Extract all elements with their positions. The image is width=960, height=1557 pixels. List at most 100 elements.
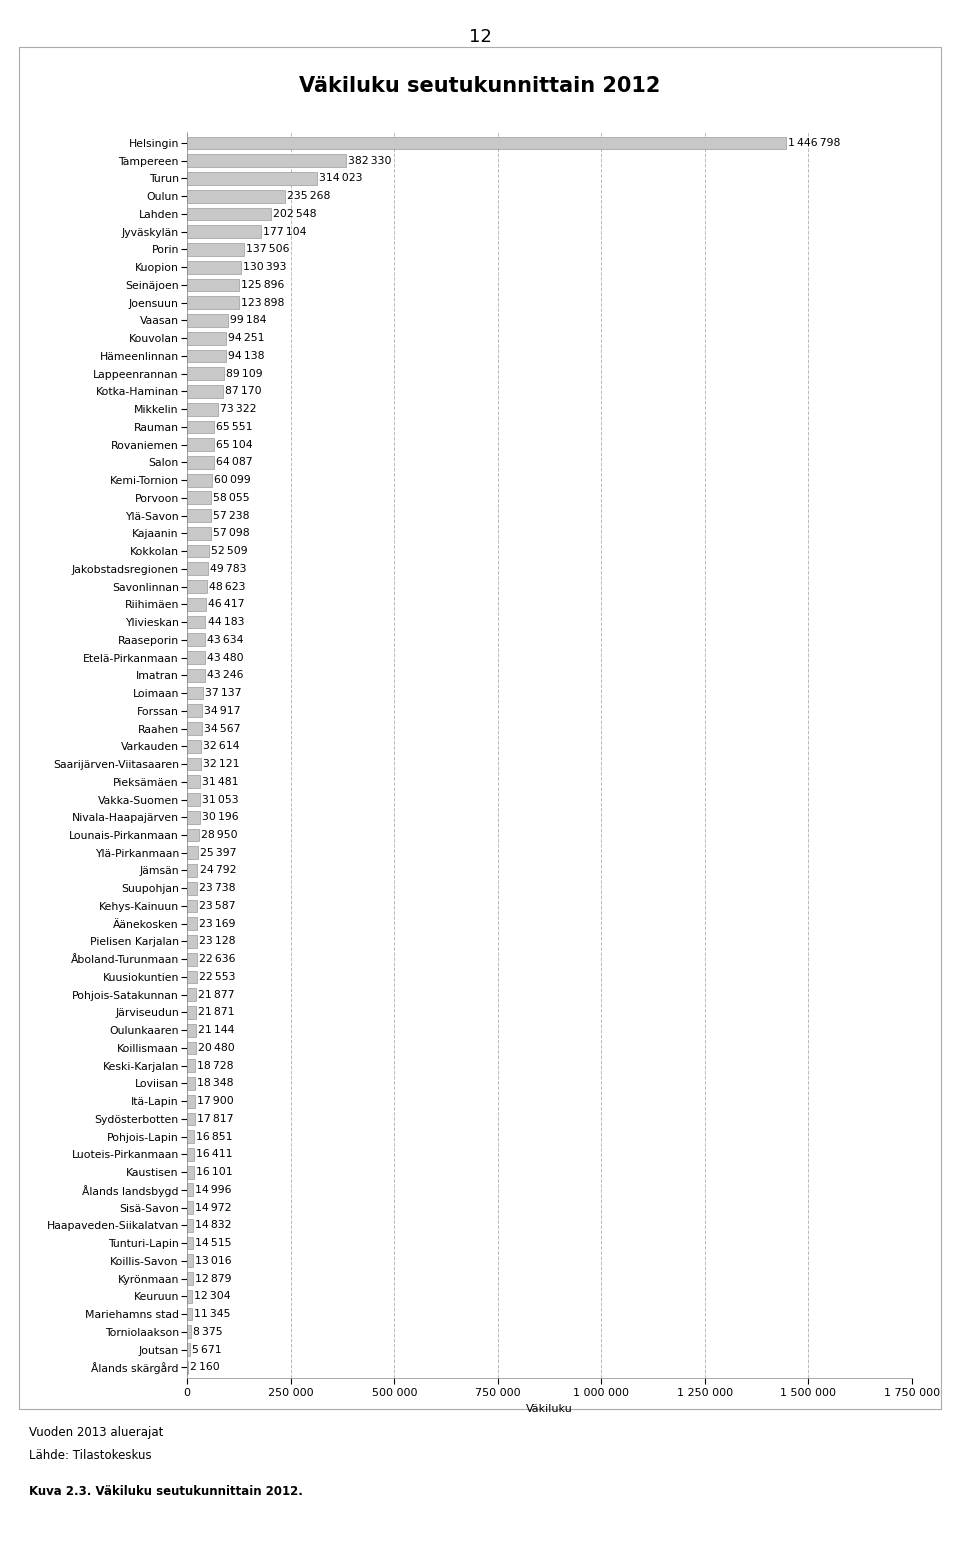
Bar: [187, 881, 197, 895]
Text: 32 121: 32 121: [203, 758, 239, 769]
Bar: [187, 1200, 193, 1214]
Text: 46 417: 46 417: [208, 599, 245, 609]
Bar: [187, 1255, 193, 1267]
Bar: [187, 970, 197, 984]
Text: 99 184: 99 184: [230, 316, 267, 325]
Bar: [187, 989, 196, 1001]
Bar: [187, 1006, 196, 1018]
Bar: [187, 917, 197, 930]
Text: 73 322: 73 322: [220, 405, 256, 414]
Bar: [187, 190, 285, 202]
Text: 123 898: 123 898: [241, 297, 284, 308]
Text: 382 330: 382 330: [348, 156, 391, 165]
Text: 21 877: 21 877: [199, 990, 235, 1000]
Bar: [187, 1025, 196, 1037]
Text: Väkiluku seutukunnittain 2012: Väkiluku seutukunnittain 2012: [300, 76, 660, 95]
Bar: [187, 1344, 189, 1356]
Bar: [187, 1077, 195, 1090]
Text: 52 509: 52 509: [211, 547, 248, 556]
Bar: [187, 758, 201, 771]
Bar: [187, 936, 197, 948]
Text: 5 671: 5 671: [192, 1345, 221, 1355]
Bar: [187, 1113, 195, 1126]
Text: 314 023: 314 023: [320, 173, 363, 184]
Bar: [187, 864, 198, 877]
Text: 30 196: 30 196: [202, 813, 238, 822]
Bar: [187, 207, 271, 221]
Text: 14 515: 14 515: [195, 1238, 231, 1249]
Bar: [187, 1148, 194, 1162]
Text: 31 053: 31 053: [203, 794, 239, 805]
X-axis label: Väkiluku: Väkiluku: [526, 1404, 573, 1414]
Text: 14 972: 14 972: [196, 1202, 232, 1213]
Text: 21 144: 21 144: [198, 1025, 234, 1035]
Bar: [187, 793, 200, 807]
Bar: [187, 492, 211, 504]
Bar: [187, 740, 201, 752]
Bar: [187, 349, 227, 363]
Bar: [187, 545, 209, 557]
Bar: [187, 473, 212, 486]
Bar: [187, 279, 239, 291]
Text: 89 109: 89 109: [227, 369, 263, 378]
Text: 13 016: 13 016: [195, 1256, 231, 1266]
Bar: [187, 332, 227, 344]
Text: 48 623: 48 623: [209, 582, 246, 592]
Text: 44 183: 44 183: [207, 617, 244, 627]
Text: 28 950: 28 950: [202, 830, 238, 839]
Text: 23 587: 23 587: [199, 902, 235, 911]
Text: 37 137: 37 137: [204, 688, 241, 698]
Bar: [187, 137, 786, 149]
Bar: [187, 900, 197, 912]
Text: 21 871: 21 871: [199, 1007, 235, 1017]
Text: 24 792: 24 792: [200, 866, 236, 875]
Bar: [187, 1325, 191, 1337]
Bar: [187, 704, 202, 718]
Bar: [187, 615, 205, 629]
Text: 17 817: 17 817: [197, 1113, 233, 1124]
Bar: [187, 173, 317, 185]
Text: 64 087: 64 087: [216, 458, 252, 467]
Text: 87 170: 87 170: [226, 386, 262, 397]
Text: 137 506: 137 506: [246, 244, 290, 254]
Bar: [187, 953, 197, 965]
Text: 125 896: 125 896: [241, 280, 285, 290]
Bar: [187, 598, 206, 610]
Text: 31 481: 31 481: [203, 777, 239, 786]
Bar: [187, 722, 202, 735]
Text: 32 614: 32 614: [203, 741, 239, 752]
Text: 16 851: 16 851: [196, 1132, 232, 1141]
Bar: [187, 154, 346, 167]
Text: 22 636: 22 636: [199, 954, 235, 964]
Text: 60 099: 60 099: [214, 475, 251, 486]
Text: Kuva 2.3. Väkiluku seutukunnittain 2012.: Kuva 2.3. Väkiluku seutukunnittain 2012.: [29, 1485, 302, 1498]
Bar: [187, 1095, 195, 1107]
Text: 23 128: 23 128: [199, 936, 235, 947]
Bar: [187, 315, 228, 327]
Bar: [187, 1308, 192, 1320]
Text: Lähde: Tilastokeskus: Lähde: Tilastokeskus: [29, 1450, 152, 1462]
Text: 34 917: 34 917: [204, 705, 240, 716]
Text: 34 567: 34 567: [204, 724, 240, 733]
Bar: [187, 581, 207, 593]
Bar: [187, 509, 211, 522]
Text: 16 411: 16 411: [196, 1149, 232, 1160]
Text: 25 397: 25 397: [200, 847, 236, 858]
Text: 18 348: 18 348: [197, 1079, 233, 1088]
Bar: [187, 670, 205, 682]
Bar: [187, 1219, 193, 1232]
Text: 11 345: 11 345: [194, 1309, 230, 1319]
Text: 18 728: 18 728: [197, 1060, 233, 1071]
Bar: [187, 775, 201, 788]
Text: 23 738: 23 738: [199, 883, 235, 894]
Text: 65 551: 65 551: [216, 422, 252, 431]
Bar: [187, 403, 218, 416]
Text: 12 304: 12 304: [194, 1291, 231, 1302]
Bar: [187, 226, 260, 238]
Text: 22 553: 22 553: [199, 972, 235, 982]
Bar: [187, 367, 224, 380]
Bar: [187, 811, 200, 824]
Bar: [187, 296, 238, 310]
Text: 57 238: 57 238: [213, 511, 250, 520]
Text: 12: 12: [468, 28, 492, 47]
